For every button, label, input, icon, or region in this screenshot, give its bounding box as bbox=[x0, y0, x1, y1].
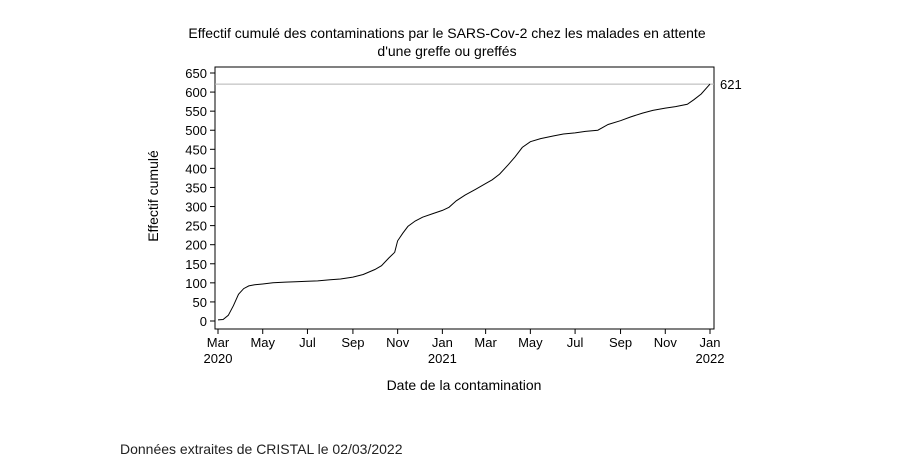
y-tick-label: 650 bbox=[185, 66, 207, 81]
series-line-0 bbox=[217, 83, 711, 321]
x-tick-label: May bbox=[518, 335, 543, 350]
x-tick-label: Jan bbox=[432, 335, 453, 350]
y-tick-label: 450 bbox=[185, 142, 207, 157]
y-axis: 0 50 100 150 200 250 300 350 400 450 500 550 600 650 bbox=[185, 66, 215, 329]
y-tick-label: 250 bbox=[185, 219, 207, 234]
x-tick-year-label: 2021 bbox=[428, 351, 457, 366]
x-tick-label: Jul bbox=[299, 335, 316, 350]
x-tick-label: Sep bbox=[341, 335, 364, 350]
y-tick-label: 150 bbox=[185, 257, 207, 272]
series-layer bbox=[217, 83, 711, 321]
reference-layer: 621 bbox=[215, 77, 742, 92]
y-tick-label: 0 bbox=[200, 314, 207, 329]
reference-line-label: 621 bbox=[720, 77, 742, 92]
x-tick-year-label: 2020 bbox=[204, 351, 233, 366]
x-tick-label: Jul bbox=[567, 335, 584, 350]
chart-title-line1: Effectif cumulé des contaminations par l… bbox=[188, 25, 705, 41]
cumulative-contamination-chart: Effectif cumulé des contaminations par l… bbox=[145, 25, 742, 393]
chart-title-line2: d'une greffe ou greffés bbox=[377, 43, 516, 59]
y-tick-label: 550 bbox=[185, 104, 207, 119]
x-tick-label: Sep bbox=[609, 335, 632, 350]
y-tick-label: 600 bbox=[185, 85, 207, 100]
x-axis-label: Date de la contamination bbox=[387, 377, 542, 393]
x-tick-label: May bbox=[250, 335, 275, 350]
y-tick-label: 200 bbox=[185, 238, 207, 253]
x-tick-label: Mar bbox=[207, 335, 230, 350]
y-tick-label: 50 bbox=[193, 295, 207, 310]
y-axis-label: Effectif cumulé bbox=[145, 150, 161, 242]
y-tick-label: 350 bbox=[185, 180, 207, 195]
y-tick-label: 400 bbox=[185, 161, 207, 176]
y-tick-label: 100 bbox=[185, 276, 207, 291]
x-tick-label: Nov bbox=[386, 335, 410, 350]
x-tick-label: Jan bbox=[700, 335, 721, 350]
data-source-footer: Données extraites de CRISTAL le 02/03/20… bbox=[120, 441, 403, 457]
y-tick-label: 300 bbox=[185, 200, 207, 215]
x-tick-label: Nov bbox=[654, 335, 678, 350]
y-tick-label: 500 bbox=[185, 123, 207, 138]
plot-frame bbox=[214, 66, 715, 330]
x-tick-label: Mar bbox=[474, 335, 497, 350]
x-tick-year-label: 2022 bbox=[696, 351, 725, 366]
